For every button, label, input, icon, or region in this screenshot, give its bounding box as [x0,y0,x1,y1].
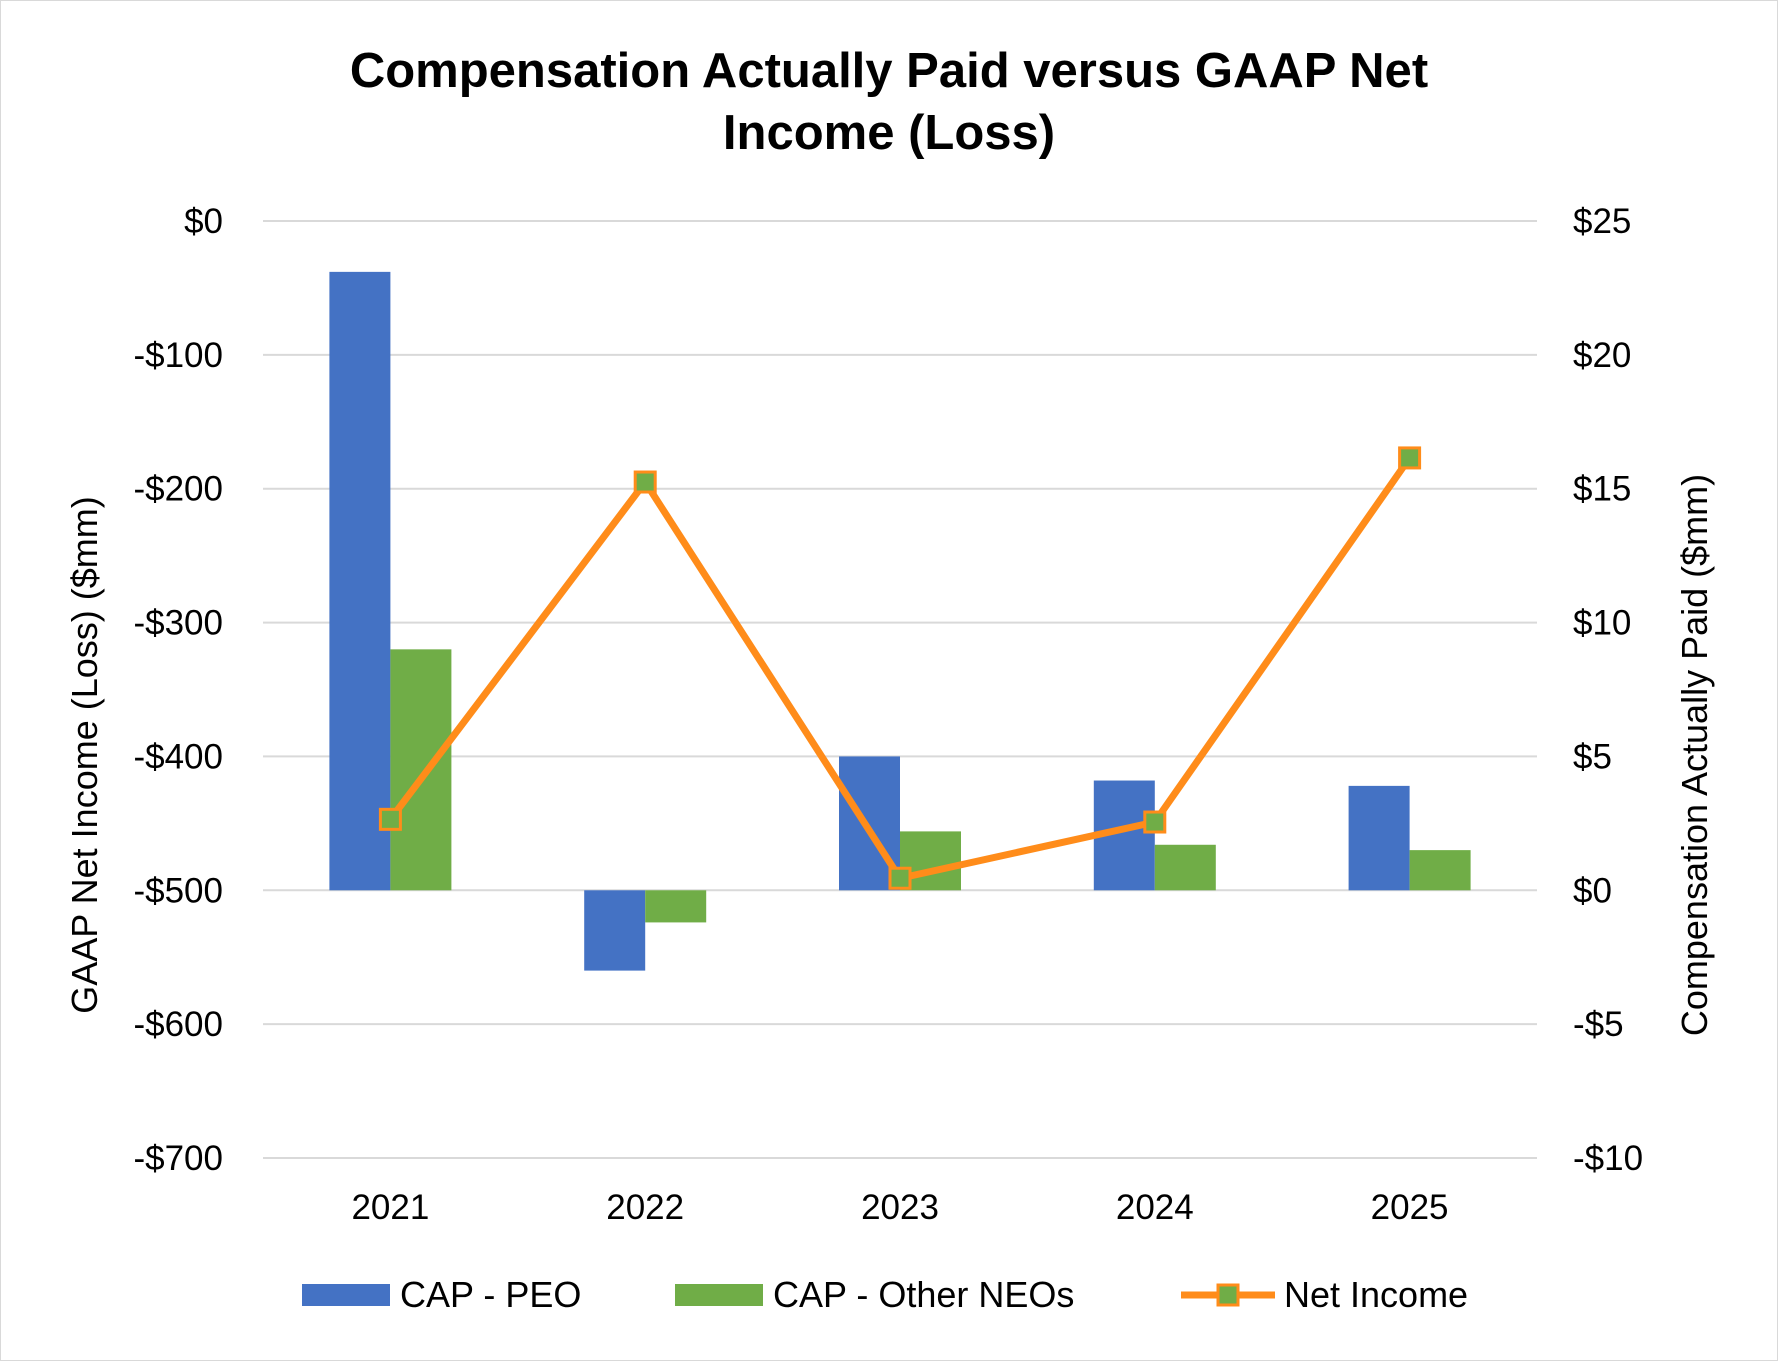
category-label: 2024 [1116,1188,1194,1227]
left-tick-label: -$100 [133,336,223,375]
gridlines [263,220,1537,1159]
left-tick-label: -$700 [133,1139,223,1178]
right-tick-label: $10 [1573,604,1631,643]
legend-swatch-net-income-marker [1216,1283,1240,1307]
net-income-point-2025 [1398,446,1422,470]
right-tick-label: $20 [1573,336,1631,375]
left-axis-title: GAAP Net Income (Loss) ($mm) [64,496,105,1013]
left-tick-label: -$200 [133,470,223,509]
left-tick-label: -$600 [133,1005,223,1044]
right-axis-ticks: $25 $20 $15 $10 $5 $0 -$5 -$10 [1573,202,1643,1178]
left-axis-ticks: $0 -$100 -$200 -$300 -$400 -$500 -$600 -$700 [133,202,223,1178]
net-income-point-2024 [1143,810,1167,834]
net-income-series [378,446,1422,890]
legend-label-cap-other-neos: CAP - Other NEOs [773,1274,1074,1315]
right-tick-label: $15 [1573,470,1631,509]
left-tick-label: -$300 [133,604,223,643]
category-label: 2025 [1371,1188,1449,1227]
bar-cap-peo-2021 [329,271,391,891]
category-label: 2022 [606,1188,684,1227]
bar-cap-peo-2022 [584,890,646,971]
right-tick-label: $25 [1573,202,1631,241]
legend-swatch-cap-other-neos [675,1284,763,1306]
chart-title: Compensation Actually Paid versus GAAP N… [350,44,1428,160]
bar-cap-other-neos-2024 [1154,844,1216,891]
bar-cap-peo-2025 [1348,785,1410,891]
left-tick-label: $0 [184,202,223,241]
legend: CAP - PEO CAP - Other NEOs Net Income [302,1274,1468,1315]
category-label: 2023 [861,1188,939,1227]
right-tick-label: $5 [1573,737,1612,776]
legend-label-cap-peo: CAP - PEO [400,1274,581,1315]
bar-cap-other-neos-2022 [645,890,707,923]
chart-title-line-1: Compensation Actually Paid versus GAAP N… [350,44,1428,98]
category-labels: 2021 2022 2023 2024 2025 [351,1188,1448,1227]
left-tick-label: -$400 [133,737,223,776]
net-income-point-2021 [378,807,402,831]
right-tick-label: -$5 [1573,1005,1624,1044]
bar-cap-other-neos-2025 [1409,850,1471,891]
right-axis-title: Compensation Actually Paid ($mm) [1674,474,1715,1036]
chart-title-line-2: Income (Loss) [723,106,1055,160]
right-tick-label: -$10 [1573,1139,1643,1178]
left-tick-label: -$500 [133,871,223,910]
net-income-point-2023 [888,866,912,890]
bar-cap-other-neos-2021 [390,649,452,891]
net-income-point-2022 [633,470,657,494]
category-label: 2021 [351,1188,429,1227]
legend-label-net-income: Net Income [1284,1274,1468,1315]
right-tick-label: $0 [1573,871,1612,910]
legend-swatch-cap-peo [302,1284,390,1306]
